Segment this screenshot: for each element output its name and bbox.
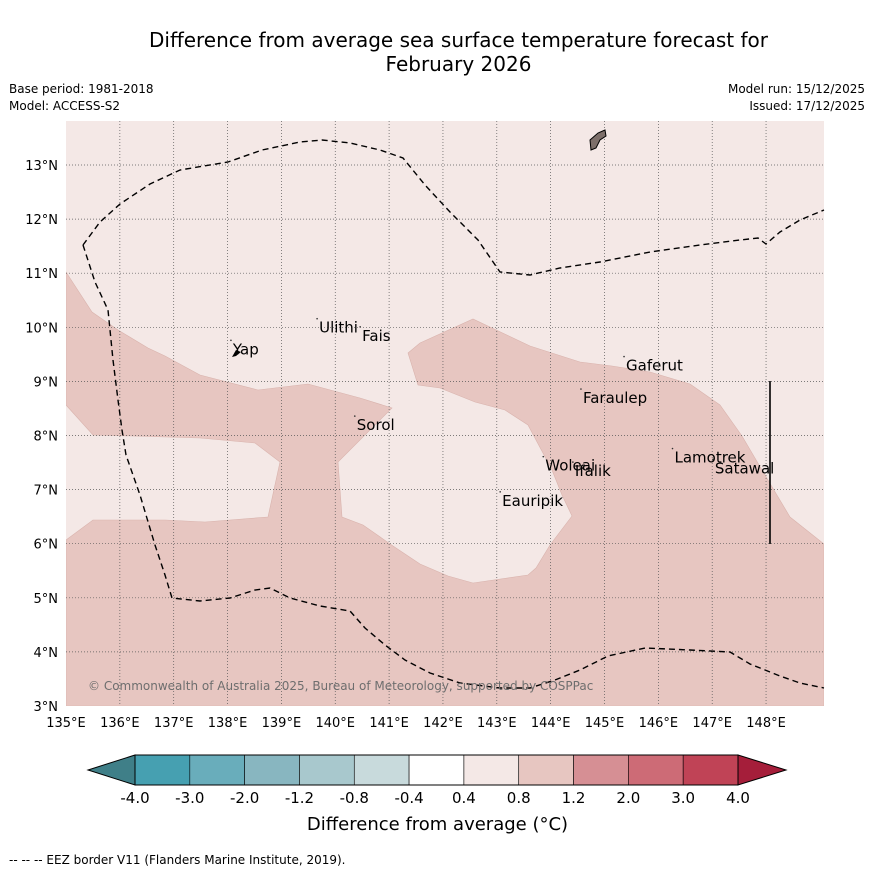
colorbar: -4.0 -3.0 -2.0 -1.2 -0.8 -0.4 0.4 0.8 1.2 2.0 3.0 4… xyxy=(86,754,788,807)
colorbar-segment xyxy=(518,754,574,786)
map-plot-area xyxy=(66,121,824,706)
colorbar-tick-label: 0.8 xyxy=(507,789,531,807)
place-marker xyxy=(230,339,232,342)
eez-legend-note: -- -- -- EEZ border V11 (Flanders Marine… xyxy=(9,853,346,867)
lat-tick-label: 8°N xyxy=(34,430,59,445)
lon-tick-label: 140°E xyxy=(315,716,355,731)
lat-tick-label: 11°N xyxy=(25,267,58,282)
title-line-1: Difference from average sea surface temp… xyxy=(148,28,768,52)
colorbar-segment xyxy=(134,754,191,786)
longitude-tick-labels: 135°E 136°E 137°E 138°E 139°E 140°E 141°E 142°E… xyxy=(46,716,786,731)
colorbar-tick-label: -2.0 xyxy=(230,789,259,807)
place-marker xyxy=(499,491,501,493)
place-marker xyxy=(671,447,674,450)
colorbar-tick-label: -4.0 xyxy=(120,789,149,807)
lat-tick-label: 3°N xyxy=(34,700,59,715)
place-marker xyxy=(542,455,545,458)
title-line-2: February 2026 xyxy=(385,52,532,76)
issued-date: Issued: 17/12/2025 xyxy=(749,99,865,113)
colorbar-tick-label: 0.4 xyxy=(452,789,476,807)
colorbar-tick-label: 3.0 xyxy=(671,789,695,807)
colorbar-segment xyxy=(463,754,520,786)
colorbar-tick-label: 2.0 xyxy=(616,789,640,807)
lon-tick-label: 136°E xyxy=(100,716,140,731)
yap-island xyxy=(232,350,241,357)
colorbar-tick-label: 4.0 xyxy=(726,789,750,807)
place-label: Satawal xyxy=(715,459,774,477)
lat-tick-label: 5°N xyxy=(34,592,59,607)
lon-tick-label: 144°E xyxy=(531,716,571,731)
lat-tick-label: 4°N xyxy=(34,646,59,661)
place-label: Yap xyxy=(232,340,259,358)
lon-tick-label: 138°E xyxy=(208,716,248,731)
place-label: Woleai xyxy=(545,457,595,475)
meta-left: Base period: 1981-2018 Model: ACCESS-S2 xyxy=(9,81,154,115)
place-marker xyxy=(580,388,582,390)
place-label: Sorol xyxy=(357,416,395,434)
lat-tick-label: 13°N xyxy=(25,159,58,174)
colorbar-outline xyxy=(134,754,739,786)
place-marker xyxy=(712,458,714,461)
colorbar-segment xyxy=(244,754,300,786)
colorbar-tick-label: -0.4 xyxy=(394,789,423,807)
lon-tick-label: 146°E xyxy=(639,716,679,731)
place-marker xyxy=(316,317,318,320)
lon-tick-label: 145°E xyxy=(585,716,625,731)
colorbar-segment xyxy=(682,754,739,786)
meta-right: Model run: 15/12/2025 Issued: 17/12/2025 xyxy=(728,81,865,115)
lon-tick-label: 143°E xyxy=(477,716,517,731)
lon-tick-label: 139°E xyxy=(262,716,302,731)
colorbar-segment xyxy=(408,754,465,786)
map-gridlines xyxy=(66,121,824,706)
colorbar-segment xyxy=(628,754,684,786)
place-marker xyxy=(353,415,356,417)
lat-tick-label: 12°N xyxy=(25,213,58,228)
colorbar-segment xyxy=(353,754,410,786)
lon-tick-label: 135°E xyxy=(46,716,86,731)
model-run: Model run: 15/12/2025 xyxy=(727,82,865,96)
colorbar-tick-label: 1.2 xyxy=(562,789,586,807)
lon-tick-label: 148°E xyxy=(746,716,786,731)
colorbar-label: Difference from average (°C) xyxy=(306,814,569,835)
place-labels: Yap Ulithi Fais Sorol Gaferut Faraulep WoleaiI… xyxy=(230,317,774,510)
place-label: Fais xyxy=(362,327,391,345)
map-title: Difference from average sea surface temp… xyxy=(0,28,873,76)
latitude-tick-labels: 3°N 4°N 5°N 6°N 7°N 8°N 9°N 10°N 11°N 12°N 13°N xyxy=(25,159,58,715)
base-period: Base period: 1981-2018 xyxy=(9,82,154,96)
lon-tick-label: 141°E xyxy=(369,716,409,731)
place-marker xyxy=(359,326,361,328)
place-label: Gaferut xyxy=(626,357,683,375)
lon-tick-label: 142°E xyxy=(423,716,463,731)
colorbar-tick-label: -1.2 xyxy=(285,789,314,807)
lat-tick-label: 10°N xyxy=(25,321,58,336)
eez-border-west xyxy=(82,244,825,689)
place-marker xyxy=(572,461,574,463)
colorbar-extend-low xyxy=(86,754,136,786)
lon-tick-label: 147°E xyxy=(692,716,732,731)
place-label: Lamotrek xyxy=(675,449,746,467)
place-marker xyxy=(623,355,625,358)
eez-border xyxy=(82,139,825,276)
copyright-notice: © Commonwealth of Australia 2025, Bureau… xyxy=(88,679,593,693)
colorbar-extend-high xyxy=(737,754,788,786)
colorbar-segment xyxy=(573,754,629,786)
colorbar-tick-label: -0.8 xyxy=(340,789,369,807)
place-label: Eauripik xyxy=(502,492,563,510)
lat-tick-label: 7°N xyxy=(34,484,59,499)
lat-tick-label: 6°N xyxy=(34,538,59,553)
lon-tick-label: 137°E xyxy=(154,716,194,731)
place-label: Ifalik xyxy=(575,462,611,480)
lat-tick-label: 9°N xyxy=(34,375,59,390)
colorbar-segment xyxy=(189,754,245,786)
colorbar-tick-label: -3.0 xyxy=(175,789,204,807)
model-name: Model: ACCESS-S2 xyxy=(9,99,121,113)
guam-island xyxy=(589,129,607,151)
place-label: Ulithi xyxy=(319,319,358,337)
place-label: Faraulep xyxy=(583,389,647,407)
colorbar-segment xyxy=(299,754,355,786)
